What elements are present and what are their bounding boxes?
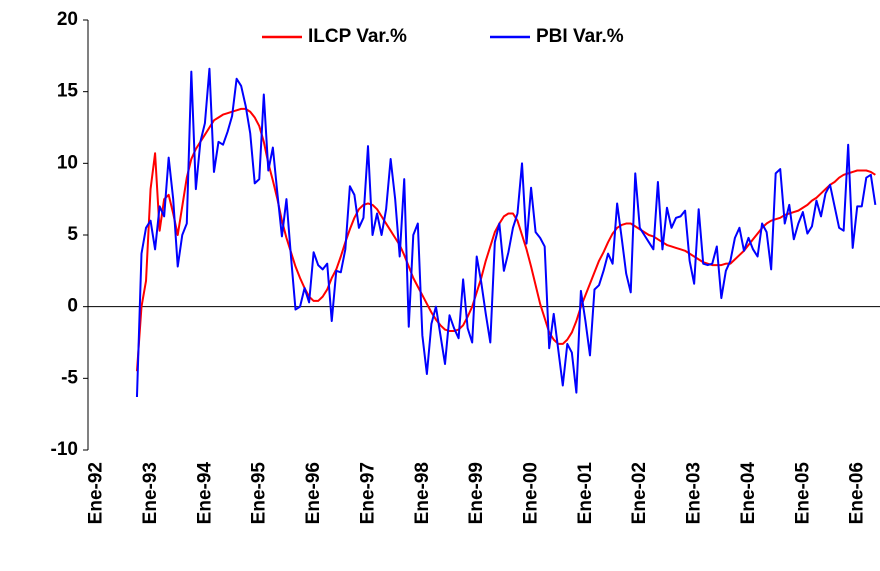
series-line bbox=[135, 107, 876, 372]
legend-label: ILCP Var.% bbox=[308, 26, 407, 47]
x-tick-label: Ene-01 bbox=[575, 462, 596, 525]
x-tick-label: Ene-95 bbox=[249, 462, 270, 525]
y-tick-label: -5 bbox=[61, 367, 78, 388]
x-tick-label: Ene-05 bbox=[792, 462, 813, 525]
x-tick-label: Ene-06 bbox=[847, 462, 868, 524]
series-line bbox=[135, 67, 877, 398]
y-tick-label: 0 bbox=[67, 296, 78, 317]
y-tick-label: 10 bbox=[57, 152, 78, 173]
y-tick-label: 20 bbox=[57, 9, 78, 30]
x-tick-label: Ene-92 bbox=[86, 462, 107, 524]
x-tick-label: Ene-04 bbox=[738, 462, 759, 525]
x-tick-label: Ene-94 bbox=[194, 462, 215, 525]
y-tick-label: 15 bbox=[57, 81, 79, 102]
y-tick-label: -10 bbox=[51, 439, 78, 460]
x-tick-label: Ene-93 bbox=[140, 462, 161, 524]
legend-label: PBI Var.% bbox=[536, 26, 624, 47]
x-tick-label: Ene-98 bbox=[412, 462, 433, 524]
y-tick-label: 5 bbox=[67, 224, 78, 245]
x-tick-label: Ene-02 bbox=[629, 462, 650, 524]
x-tick-label: Ene-00 bbox=[520, 462, 541, 524]
x-tick-label: Ene-96 bbox=[303, 462, 324, 524]
x-tick-label: Ene-03 bbox=[684, 462, 705, 524]
x-tick-label: Ene-99 bbox=[466, 462, 487, 524]
x-tick-label: Ene-97 bbox=[357, 462, 378, 524]
